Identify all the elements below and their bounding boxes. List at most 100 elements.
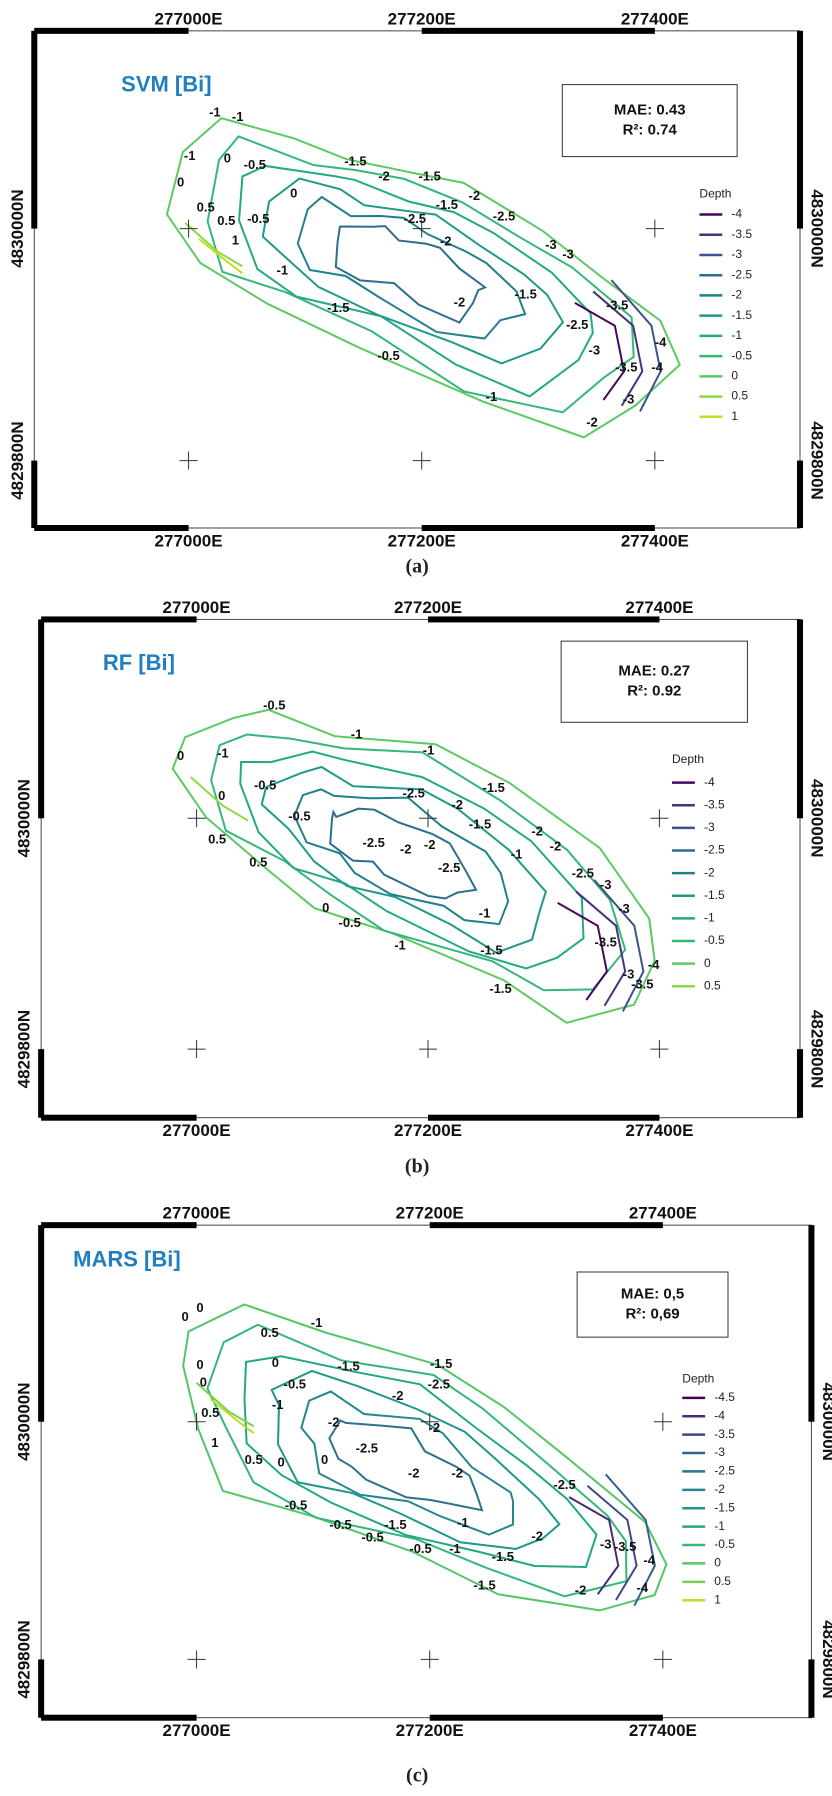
legend-title: Depth	[672, 752, 704, 766]
northing-label: 4830000N	[808, 779, 827, 857]
contour-label: -4	[655, 334, 667, 349]
contour-label: -2	[586, 414, 598, 429]
contour-label: -1.5	[515, 286, 537, 301]
contour-label: -1	[479, 906, 491, 921]
panel-title: SVM [Bi]	[121, 72, 211, 97]
contour-label: 0	[290, 186, 297, 201]
legend-label: -0.5	[704, 933, 725, 947]
contour-label: -2	[400, 842, 412, 857]
contour-label: -3.5	[614, 1539, 636, 1554]
panel-title: RF [Bi]	[103, 650, 175, 675]
contour-label: -0.5	[377, 348, 399, 363]
border-bar	[797, 31, 803, 229]
contour-label: 0.5	[197, 199, 215, 214]
contour-label: -3	[545, 237, 557, 252]
border-bar	[38, 1049, 44, 1118]
easting-label: 277200E	[396, 1721, 464, 1740]
page: Depth maps {"panels": [ {"title": "SVM […	[0, 0, 832, 1791]
contour-label: -0.5	[284, 1377, 306, 1392]
contour-label: -3	[600, 877, 612, 892]
border-bar	[41, 1222, 196, 1228]
easting-label: 277200E	[394, 1121, 462, 1140]
contour-label: 0	[177, 174, 184, 189]
contour-label: -0.5	[361, 1530, 383, 1545]
contour-label: -2.5	[404, 211, 426, 226]
contour-label: -2.5	[553, 1477, 575, 1492]
contour-label: -4	[651, 359, 663, 374]
border-bar	[797, 619, 803, 818]
legend-label: -4	[704, 775, 715, 789]
border-bar	[38, 1225, 44, 1422]
legend-label: -4	[731, 207, 742, 221]
map-panel: 00-10.5000-1-0.5-1.5-1.5-2.5-2-20.5-2-2.…	[15, 1204, 832, 1787]
easting-label: 277000E	[163, 1721, 231, 1740]
contour-label: 0	[322, 900, 329, 915]
easting-label: 277400E	[625, 1121, 693, 1140]
contour-label: -2	[454, 294, 466, 309]
contour-label: 0	[196, 1357, 203, 1372]
contour-label: -1	[351, 726, 363, 741]
contour-label: -2	[531, 823, 543, 838]
contour-label: -1	[486, 389, 498, 404]
contour-label: -3.5	[615, 359, 637, 374]
body: -1 -1 -1 0 -0.5 0 0 0.5 -0.5 0.5 1 -1.5 -2 -1.5 -2.5 -1…	[0, 0, 832, 1791]
legend-label: -1	[731, 328, 742, 342]
border-bar	[797, 461, 803, 528]
border-bar	[422, 28, 655, 34]
easting-label: 277200E	[388, 531, 456, 550]
legend-label: -2.5	[704, 843, 725, 857]
contour-label: -2	[469, 188, 481, 203]
contour-label: -4	[637, 1580, 649, 1595]
contour-label: -1.5	[469, 817, 491, 832]
border-bar	[31, 461, 37, 528]
northing-label: 4829800N	[8, 421, 27, 499]
easting-label: 277400E	[621, 531, 689, 550]
contour-label: 1	[211, 1435, 218, 1450]
legend-label: -1.5	[731, 308, 752, 322]
legend-label: -3.5	[731, 227, 752, 241]
contour-label: -2	[451, 797, 463, 812]
northing-label: 4830000N	[8, 189, 27, 267]
border-bar	[430, 1222, 663, 1228]
contour-label: 0	[177, 748, 184, 763]
border-bar	[41, 616, 196, 622]
panel-title: MARS [Bi]	[73, 1246, 181, 1271]
contour-label: -1.5	[480, 942, 502, 957]
easting-label: 277400E	[629, 1204, 697, 1223]
metric: R²: 0,69	[625, 1306, 679, 1323]
contour-label: -1.5	[419, 169, 441, 184]
map-panel: -0.50-1-1-10-0.5-0.5-1.5-2.5-2-2.5-2-2-1…	[15, 598, 827, 1178]
legend-label: -3.5	[704, 797, 725, 811]
metric: R²: 0.74	[623, 122, 678, 139]
contour-label: -1	[423, 742, 435, 757]
contour-label: 0	[278, 1454, 285, 1469]
border-bar	[38, 1659, 44, 1717]
contour-label: -2	[408, 1466, 420, 1481]
border-bar	[422, 525, 655, 531]
border-bar	[31, 31, 37, 229]
figure: -1 -1 -1 0 -0.5 0 0 0.5 -0.5 0.5 1 -1.5 -2 -1.5 -2.5 -1…	[0, 0, 832, 1791]
border-bar	[34, 525, 188, 531]
contour-label: -2	[575, 1582, 587, 1597]
caption: (c)	[406, 1765, 428, 1787]
contour-label: 0.5	[217, 213, 235, 228]
northing-label: 4829800N	[15, 1620, 34, 1698]
caption: (a)	[405, 556, 428, 578]
legend-label: -3	[731, 247, 742, 261]
border-bar	[808, 1659, 814, 1717]
contour-label: 0.5	[201, 1405, 219, 1420]
contour-label: -2.5	[566, 317, 588, 332]
legend-label: 0.5	[731, 389, 748, 403]
contour-label: -1	[232, 109, 244, 124]
contour-label: -0.5	[247, 211, 269, 226]
contour-label: -1	[457, 1515, 469, 1530]
easting-label: 277400E	[629, 1721, 697, 1740]
metric: MAE: 0.43	[614, 102, 686, 119]
contour-label: -2.5	[363, 835, 385, 850]
easting-label: 277200E	[396, 1204, 464, 1223]
caption: (b)	[405, 1156, 429, 1178]
contour-label: -1	[277, 262, 289, 277]
contour-label: -2	[550, 838, 562, 853]
northing-label: 4830000N	[808, 189, 827, 267]
